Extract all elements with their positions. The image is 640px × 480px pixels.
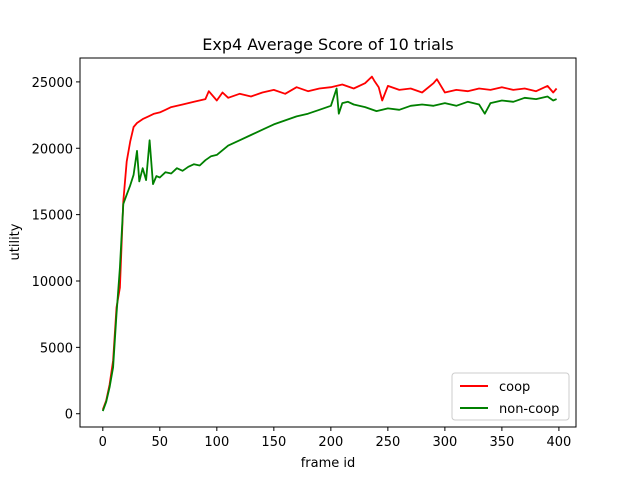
- series-line-coop: [101, 75, 558, 411]
- y-tick-label: 0: [65, 408, 73, 423]
- x-tick-label: 250: [375, 435, 400, 450]
- y-axis-label: utility: [8, 223, 23, 260]
- y-tick-label: 10000: [32, 275, 73, 290]
- x-tick-label: 400: [546, 435, 571, 450]
- x-tick-label: 50: [152, 435, 169, 450]
- plot-background: [80, 58, 576, 427]
- plot-frame: [79, 57, 577, 428]
- x-tick-label: 100: [204, 435, 229, 450]
- series-line-non-coop: [101, 87, 557, 412]
- x-tick-label: 200: [318, 435, 343, 450]
- y-tick-label: 15000: [32, 209, 73, 224]
- x-axis-label: frame id: [301, 456, 356, 471]
- x-tick-label: 0: [99, 435, 107, 450]
- series-layer: [101, 75, 558, 412]
- x-tick-label: 350: [489, 435, 514, 450]
- legend: coop non-coop: [451, 372, 570, 421]
- tick-layer: 0 50 100 150 200 250 300 350 400 0 5000 10000 15000 2…: [32, 76, 572, 450]
- legend-label-coop: coop: [499, 380, 530, 395]
- y-tick-label: 25000: [32, 76, 73, 91]
- x-tick-label: 150: [261, 435, 286, 450]
- chart-title: Exp4 Average Score of 10 trials: [202, 35, 454, 54]
- y-tick-label: 5000: [40, 341, 73, 356]
- legend-label-non-coop: non-coop: [499, 402, 559, 417]
- y-tick-label: 20000: [32, 142, 73, 157]
- x-tick-label: 300: [432, 435, 457, 450]
